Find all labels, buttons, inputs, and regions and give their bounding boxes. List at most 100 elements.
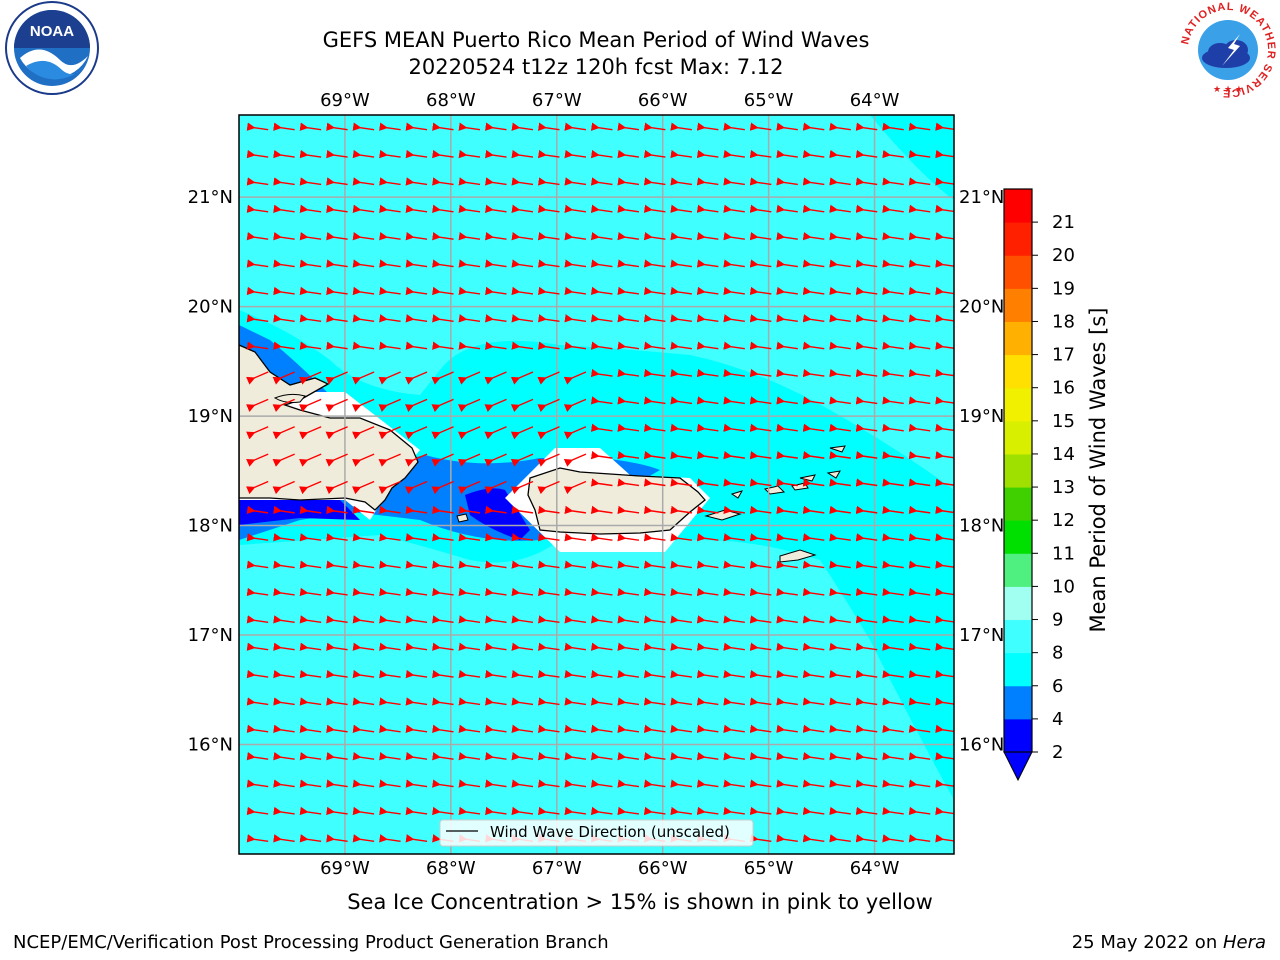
wave-direction-arrow [590,423,613,432]
wave-direction-arrow [326,177,348,186]
wave-direction-arrow [696,478,719,487]
wave-direction-arrow [590,806,613,816]
wave-direction-arrow [352,560,375,569]
wave-direction-arrow [749,560,772,569]
wave-direction-arrow [246,177,269,186]
wave-direction-arrow [829,697,851,706]
wave-direction-arrow [643,232,666,241]
wave-direction-arrow [749,259,772,268]
wave-direction-arrow [432,177,454,186]
wave-direction-arrow [590,450,613,460]
wave-direction-arrow [273,834,295,843]
wave-direction-arrow [829,806,851,816]
lat-tick-label-right: 16°N [959,735,1004,756]
wave-direction-arrow [564,122,587,131]
wave-direction-arrow [564,560,587,569]
wave-direction-arrow [432,149,454,159]
wave-direction-arrow [432,533,454,542]
wave-direction-arrow [696,560,719,569]
wave-direction-arrow [617,177,640,186]
wave-direction-arrow [855,669,878,679]
wave-direction-arrow [882,478,904,487]
wave-direction-arrow [537,286,560,296]
wave-direction-arrow [299,669,322,679]
wave-direction-arrow [935,341,954,350]
wave-direction-arrow [776,259,798,268]
wave-direction-arrow [882,232,904,241]
wave-direction-arrow [273,314,295,323]
wave-direction-arrow [802,752,825,761]
wave-direction-arrow [935,560,954,569]
wave-direction-arrow [882,806,904,816]
wave-direction-arrow [776,341,798,350]
lon-tick-label-bottom: 66°W [638,858,688,879]
colorbar-segment [1004,321,1032,356]
wave-direction-arrow [908,697,931,706]
wave-direction-arrow [246,204,269,213]
wave-direction-arrow [511,560,534,569]
wave-direction-arrow [537,560,560,569]
wave-direction-arrow [670,232,692,241]
lat-tick-label-right: 17°N [959,625,1004,646]
wave-direction-arrow [855,615,878,624]
wave-direction-arrow [537,642,560,651]
wave-direction-arrow [802,396,825,405]
wave-direction-arrow [352,286,375,296]
wave-direction-arrow [273,149,295,159]
wave-direction-arrow [882,286,904,296]
wave-direction-arrow [882,177,904,186]
wave-direction-arrow [299,724,322,734]
wave-direction-arrow [617,423,640,432]
wave-direction-arrow [511,505,534,515]
wave-direction-arrow [405,286,428,296]
wave-direction-arrow [617,642,640,651]
wave-direction-arrow [511,615,534,624]
wave-direction-arrow [299,259,322,268]
wave-direction-arrow [458,697,481,706]
wave-direction-arrow [935,232,954,241]
wave-direction-arrow [405,204,428,213]
wave-direction-arrow [882,669,904,679]
wave-direction-arrow [273,122,295,131]
wave-direction-arrow [696,149,719,159]
wave-direction-arrow [935,368,954,378]
sombrero-island [829,445,846,453]
wave-direction-arrow [537,533,560,542]
wave-direction-arrow [643,259,666,268]
wave-direction-arrow [246,480,269,495]
wave-direction-arrow [855,642,878,651]
wave-direction-arrow [537,314,560,323]
wave-direction-arrow [908,396,931,405]
wave-direction-arrow [749,368,772,378]
wave-direction-arrow [458,505,481,515]
wave-direction-arrow [776,314,798,323]
wave-direction-arrow [723,669,745,679]
wave-direction-arrow [299,177,322,186]
wave-direction-arrow [432,806,454,816]
wave-direction-arrow [352,669,375,679]
wave-direction-arrow [723,368,745,378]
wave-direction-arrow [432,615,454,624]
wave-direction-arrow [935,669,954,679]
wave-direction-arrow [802,779,825,788]
wave-direction-arrow [379,286,401,296]
wave-direction-arrow [908,177,931,186]
wave-direction-arrow [379,177,401,186]
wave-direction-arrow [935,259,954,268]
wave-direction-arrow [749,724,772,734]
wave-direction-arrow [590,286,613,296]
wave-direction-arrow [510,371,534,385]
wave-direction-arrow [776,560,798,569]
wave-direction-arrow [246,314,269,323]
wave-direction-arrow [326,779,348,788]
wave-direction-arrow [802,533,825,542]
wave-direction-arrow [723,533,745,542]
wave-direction-arrow [749,615,772,624]
wave-direction-arrow [935,505,954,515]
wave-direction-arrow [829,450,851,460]
wave-direction-arrow [882,341,904,350]
wave-direction-arrow [273,286,295,296]
wave-direction-arrow [935,286,954,296]
wave-direction-arrow [723,560,745,569]
footer-date: 25 May 2022 on [1071,932,1223,953]
